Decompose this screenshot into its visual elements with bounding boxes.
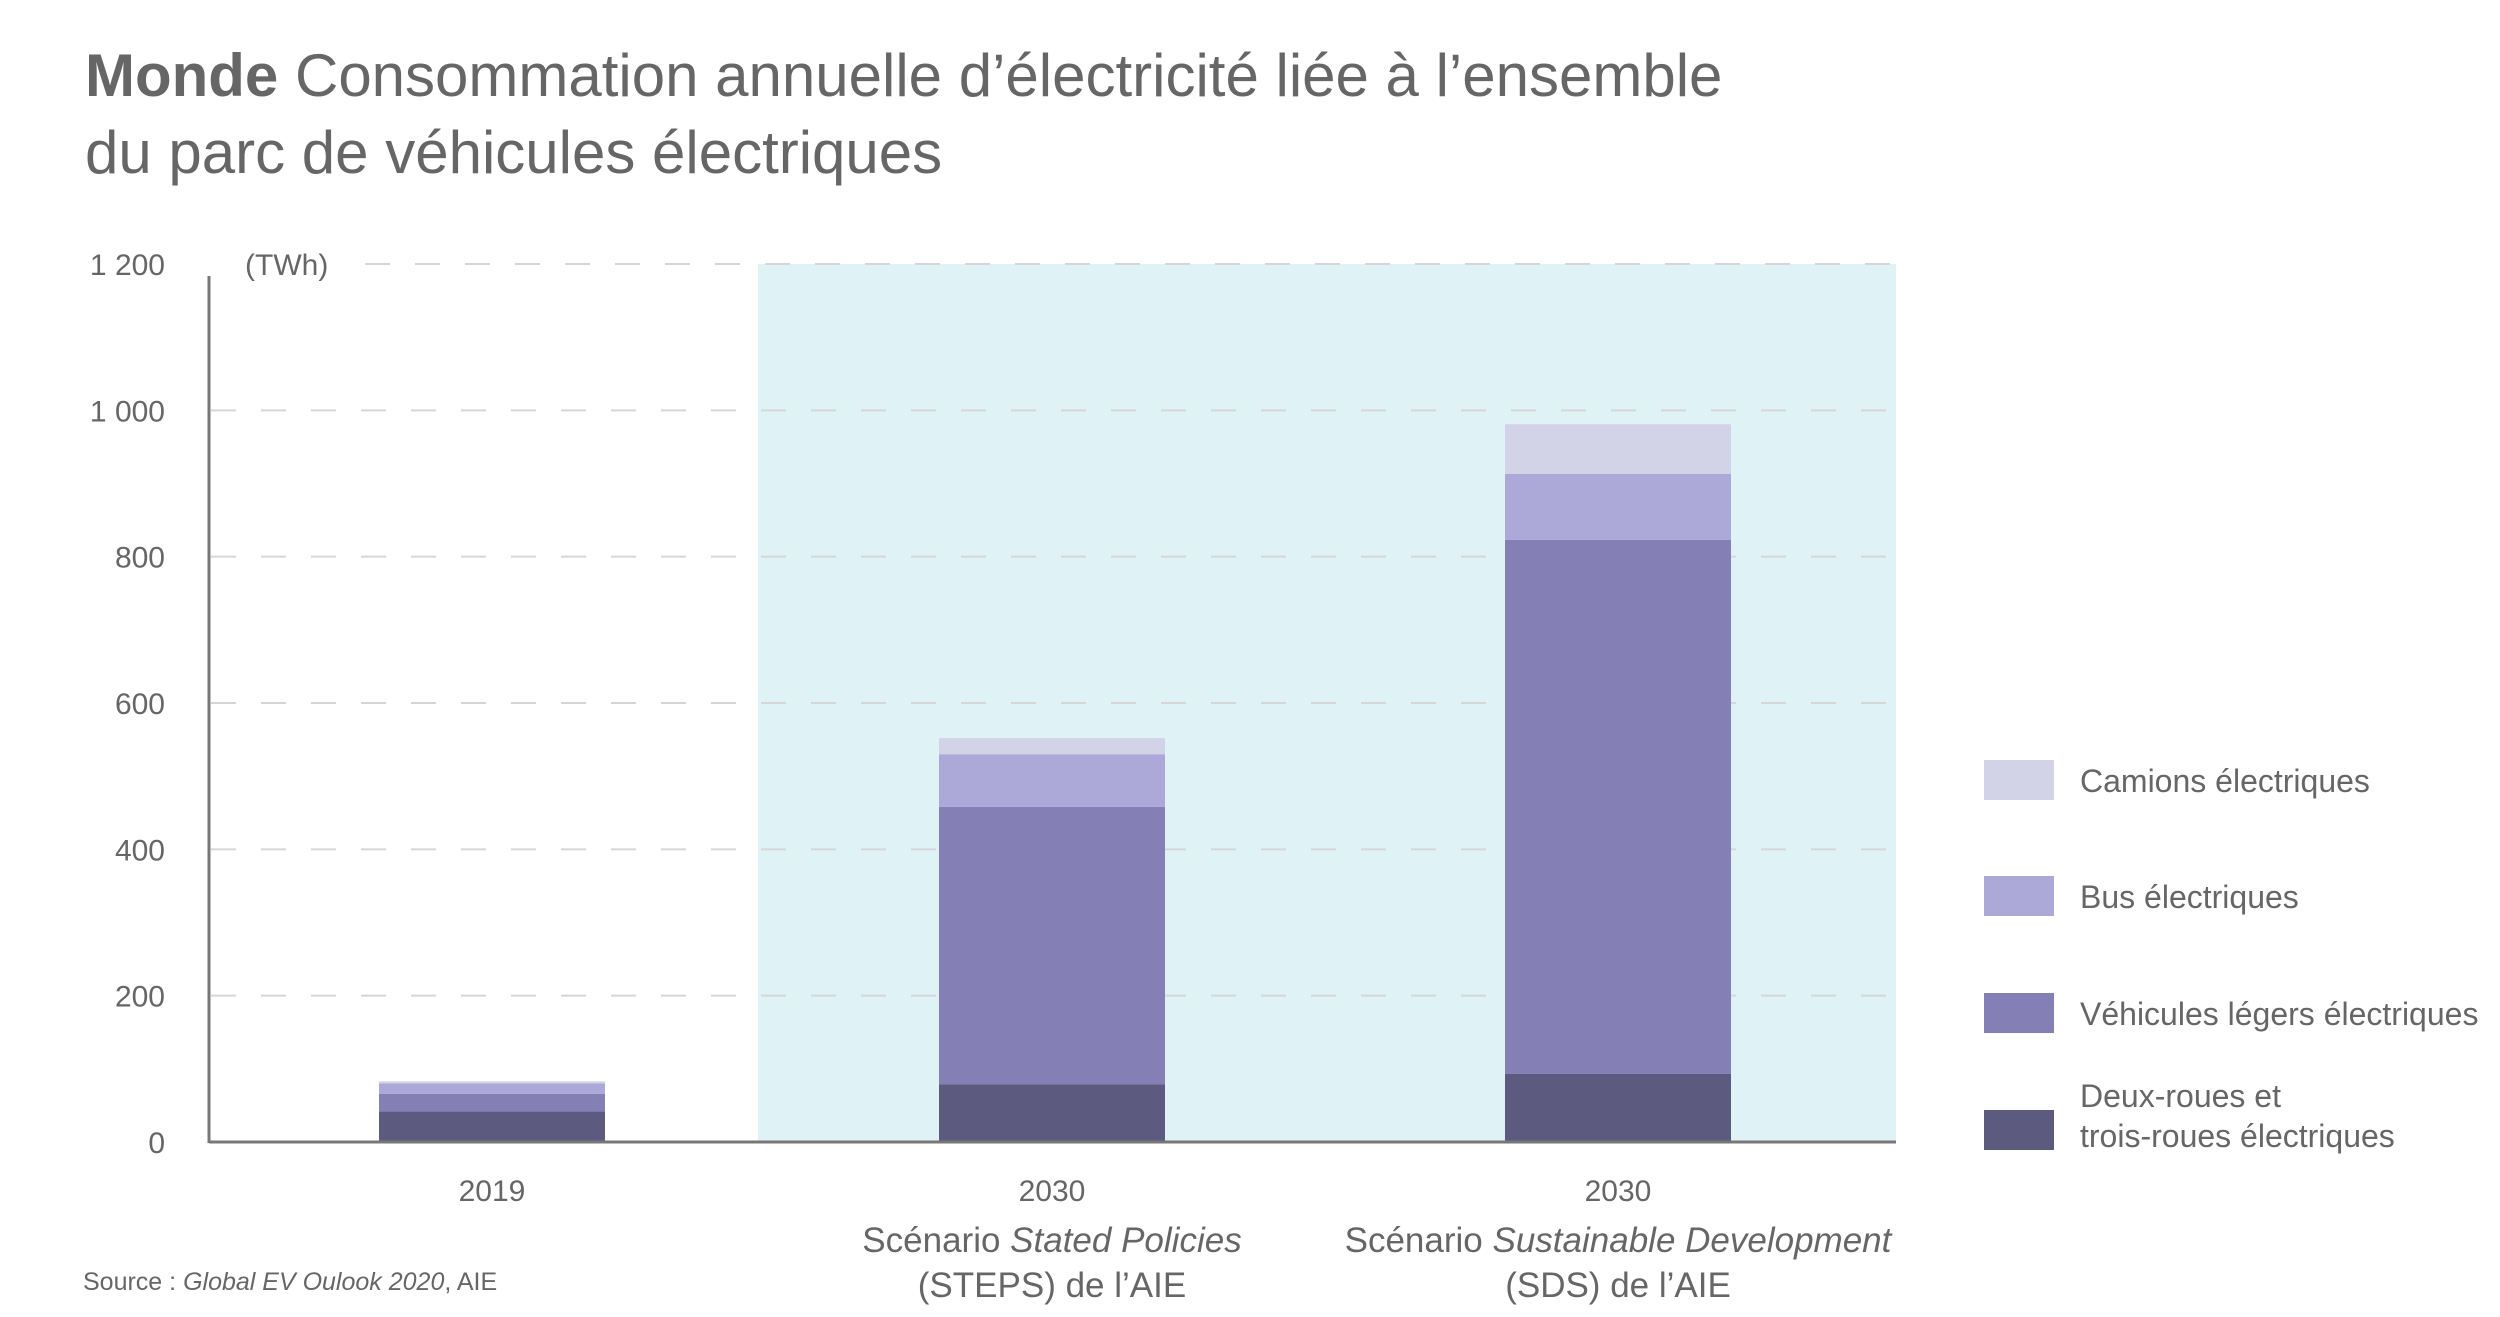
bar-segment <box>939 1084 1165 1142</box>
y-tick-label: 600 <box>115 688 165 721</box>
y-axis-unit-label: (TWh) <box>245 249 328 282</box>
bar-segment <box>939 754 1165 807</box>
y-tick-label: 400 <box>115 834 165 867</box>
legend: Deux-roues et trois-roues électriques Véhi… <box>1984 760 2478 1154</box>
x-tick-label: 2019 <box>459 1175 526 1208</box>
source-italic: Global EV Oulook 2020 <box>183 1268 444 1296</box>
legend-label: trois-roues électriques <box>2080 1118 2395 1154</box>
bar-stack <box>1505 424 1731 1142</box>
legend-item: Deux-roues et trois-roues électriques <box>1984 1078 2395 1154</box>
legend-label: Bus électriques <box>2080 879 2299 915</box>
legend-label: Véhicules légers électriques <box>2080 996 2478 1032</box>
x-tick-scenario-label: Scénario Stated Policies <box>862 1221 1241 1260</box>
bar-segment <box>939 738 1165 755</box>
x-axis-labels: 2019 2030 Scénario Stated Policies (STEPS) … <box>459 1175 1893 1305</box>
bar-segment <box>379 1083 605 1094</box>
bar-segment <box>1505 473 1731 540</box>
source-note: Source : Global EV Oulook 2020, AIE <box>83 1268 497 1296</box>
bar-segment <box>379 1081 605 1084</box>
bar-stack <box>379 1081 605 1142</box>
chart-title-line-1: Monde Consommation annuelle d’électricit… <box>85 42 1722 109</box>
chart-title-line-2: du parc de véhicules électriques <box>85 119 942 186</box>
legend-item: Véhicules légers électriques <box>1984 993 2478 1033</box>
x-tick-label: 2030 <box>1019 1175 1086 1208</box>
bars <box>379 424 1731 1142</box>
bar-segment <box>1505 1073 1731 1142</box>
legend-item: Camions électriques <box>1984 760 2370 800</box>
bar-segment <box>379 1111 605 1142</box>
x-tick-label: 2030 <box>1585 1175 1652 1208</box>
scenario-name: Sustainable Development <box>1493 1221 1893 1260</box>
bar-segment <box>939 806 1165 1085</box>
x-tick-scenario-abbrev: (SDS) de l’AIE <box>1505 1266 1731 1305</box>
legend-item: Bus électriques <box>1984 876 2299 916</box>
scenario-name: Stated Policies <box>1010 1221 1242 1260</box>
bar-stack <box>939 738 1165 1142</box>
legend-label: Deux-roues et <box>2080 1078 2281 1114</box>
x-tick-scenario-abbrev: (STEPS) de l’AIE <box>918 1266 1186 1305</box>
bar-segment <box>1505 539 1731 1074</box>
x-tick-scenario-label: Scénario Sustainable Development <box>1345 1221 1893 1260</box>
y-tick-label: 1 200 <box>90 249 165 282</box>
scenario-prefix: Scénario <box>1345 1221 1493 1260</box>
y-tick-label: 1 000 <box>90 395 165 428</box>
legend-label: Camions électriques <box>2080 763 2370 799</box>
bar-segment <box>379 1093 605 1112</box>
legend-swatch <box>1984 993 2054 1033</box>
title-rest: Consommation annuelle d’électricité liée… <box>278 42 1722 109</box>
legend-swatch <box>1984 1110 2054 1150</box>
legend-swatch <box>1984 760 2054 800</box>
y-axis-ticks: 0 200 400 600 800 1 000 1 200 <box>90 249 165 1160</box>
source-suffix: , AIE <box>444 1268 497 1296</box>
bar-segment <box>1505 424 1731 474</box>
source-prefix: Source : <box>83 1268 183 1296</box>
y-tick-label: 800 <box>115 542 165 575</box>
y-tick-label: 200 <box>115 981 165 1014</box>
title-bold: Monde <box>85 42 278 109</box>
legend-swatch <box>1984 876 2054 916</box>
scenario-prefix: Scénario <box>862 1221 1010 1260</box>
y-tick-label: 0 <box>148 1127 165 1160</box>
